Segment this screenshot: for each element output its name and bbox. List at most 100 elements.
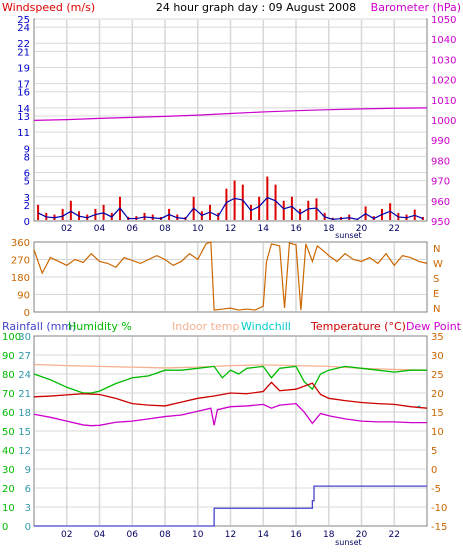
temperature-tick-label: 10 [431,427,444,438]
humidity-tick-label: 80 [2,370,15,381]
barometer-tick-label: 960 [431,197,450,208]
legend-rainfall: Rainfall (mm) [2,320,76,333]
legend-indoor-temp: Indoor temp [172,320,239,333]
barometer-tick-label: 1010 [431,96,456,107]
humidity-tick-label: 90 [2,351,15,362]
compass-label: N [433,304,440,315]
temperature-tick-label: 25 [431,370,444,381]
rainfall-tick-label: 12 [18,446,31,457]
temperature-tick-label: -15 [431,522,447,533]
barometer-tick-label: 1020 [431,76,456,87]
compass-label: W [433,259,443,270]
rainfall-line [34,485,427,527]
windspeed-tick-label: 19 [17,63,30,74]
direction-tick-label: 90 [17,291,30,302]
x-tick-label: 08 [159,224,171,234]
x-tick-label: 16 [290,530,302,540]
humidity-tick-label: 0 [2,522,8,533]
wind-direction-line [33,241,428,311]
windspeed-tick-label: 22 [17,39,30,50]
humidity-tick-label: 70 [2,389,15,400]
barometer-tick-label: 950 [431,217,450,228]
humidity-tick-label: 40 [2,446,15,457]
direction-tick-label: 180 [11,273,30,284]
temperature-tick-label: 30 [431,351,444,362]
rainfall-tick-label: 0 [25,522,31,533]
chart-layer: 0235689111314161719212224259509609709809… [2,15,456,547]
rainfall-tick-label: 27 [18,351,31,362]
x-tick-label: 02 [61,530,72,540]
x-tick-label: 06 [127,530,139,540]
chart-title: 24 hour graph day : 09 August 2008 [156,1,356,14]
barometer-line [33,107,428,122]
windspeed-tick-label: 24 [17,23,30,34]
compass-label: E [433,289,439,300]
dew-point-line [33,402,427,427]
sunset-label: sunset [335,231,362,240]
windspeed-tick-label: 16 [17,88,30,99]
temperature-tick-label: 20 [431,389,444,400]
temperature-tick-label: -10 [431,503,447,514]
direction-tick-label: 360 [11,238,30,249]
windspeed-tick-label: 11 [17,128,30,139]
rainfall-tick-label: 15 [18,427,31,438]
windspeed-tick-label: 0 [24,217,30,228]
windspeed-tick-label: 6 [24,169,30,180]
windspeed-tick-label: 3 [24,193,30,204]
windspeed-axis-title: Windspeed (m/s) [2,1,95,14]
x-tick-label: 14 [258,224,270,234]
legend-temperature: Temperature (°C) [310,320,406,333]
x-tick-label: 22 [389,224,400,234]
windspeed-tick-label: 14 [17,104,30,115]
x-tick-label: 14 [258,530,270,540]
compass-label: S [433,274,439,285]
rainfall-tick-label: 30 [18,332,31,343]
x-tick-label: 22 [389,530,400,540]
x-tick-label: 04 [94,224,106,234]
temperature-tick-label: 5 [431,446,437,457]
windspeed-tick-label: 13 [17,112,30,123]
sunset-label: sunset [335,538,362,547]
x-tick-label: 02 [61,224,72,234]
windspeed-tick-label: 17 [17,80,30,91]
barometer-tick-label: 1040 [431,35,456,46]
humidity-tick-label: 10 [2,503,15,514]
x-tick-label: 18 [323,530,335,540]
legend-windchill: Windchill [241,320,291,333]
x-tick-label: 12 [225,224,236,234]
humidity-tick-label: 30 [2,465,15,476]
barometer-tick-label: 1050 [431,15,456,26]
legend-dew-point: Dew Point [406,320,462,333]
barometer-tick-label: 1030 [431,55,456,66]
legend-humidity: Humidity % [68,320,132,333]
x-tick-label: 18 [323,224,335,234]
windspeed-tick-label: 9 [24,144,30,155]
x-tick-label: 20 [356,530,368,540]
humidity-tick-label: 20 [2,484,15,495]
temperature-tick-label: 35 [431,332,444,343]
x-tick-label: 04 [94,530,106,540]
x-tick-label: 10 [192,224,204,234]
x-tick-label: 10 [192,530,204,540]
barometer-tick-label: 980 [431,156,450,167]
barometer-tick-label: 1000 [431,116,456,127]
temperature-tick-label: -5 [431,484,441,495]
rainfall-tick-label: 9 [25,465,31,476]
rainfall-tick-label: 21 [18,389,31,400]
temperature-line [33,381,428,409]
rainfall-tick-label: 18 [18,408,31,419]
x-tick-label: 08 [159,530,171,540]
humidity-tick-label: 50 [2,427,15,438]
humidity-tick-label: 100 [2,332,21,343]
windspeed-tick-label: 25 [17,15,30,26]
direction-tick-label: 270 [11,256,30,267]
rainfall-tick-label: 3 [25,503,31,514]
rainfall-tick-label: 24 [18,370,31,381]
windspeed-tick-label: 21 [17,47,30,58]
x-tick-label: 06 [127,224,139,234]
wind-average-line [37,196,424,221]
compass-label: N [433,244,440,255]
humidity-line [33,365,427,394]
windspeed-tick-label: 2 [24,201,30,212]
